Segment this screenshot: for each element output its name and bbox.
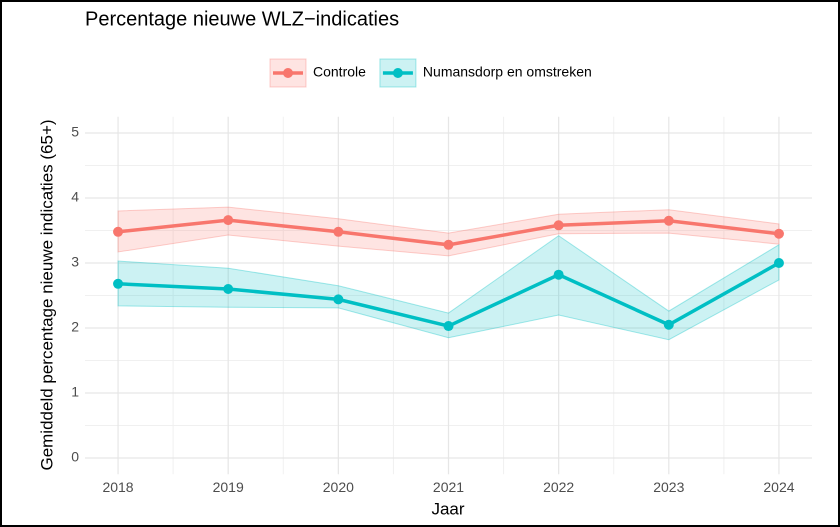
- point: [443, 239, 454, 250]
- y-tick-label: 1: [71, 384, 79, 400]
- x-tick-label: 2024: [763, 479, 794, 495]
- point: [113, 226, 124, 237]
- y-tick-label: 4: [71, 189, 79, 205]
- x-tick-label: 2023: [653, 479, 684, 495]
- x-tick-label: 2022: [543, 479, 574, 495]
- point: [663, 319, 674, 330]
- ribbon: [117, 235, 780, 341]
- point: [443, 321, 454, 332]
- x-tick-label: 2018: [102, 479, 133, 495]
- y-tick-label: 3: [71, 254, 79, 270]
- x-axis-label: Jaar: [431, 499, 464, 518]
- point: [663, 215, 674, 226]
- point: [333, 226, 344, 237]
- legend-label: Numansdorp en omstreken: [423, 64, 592, 80]
- y-tick-label: 5: [71, 124, 79, 140]
- point: [333, 294, 344, 305]
- x-tick-label: 2021: [433, 479, 464, 495]
- legend-key-point: [392, 68, 403, 78]
- point: [113, 278, 124, 289]
- y-axis-label: Gemiddeld percentage nieuwe indicaties (…: [37, 119, 56, 470]
- point: [223, 284, 234, 294]
- x-tick-label: 2020: [323, 479, 354, 495]
- y-tick-label: 0: [71, 449, 79, 465]
- point: [223, 215, 234, 226]
- legend-key-point: [283, 68, 293, 78]
- point: [773, 258, 784, 268]
- ribbon: [117, 206, 780, 257]
- y-tick-label: 2: [71, 319, 79, 335]
- point: [553, 269, 564, 280]
- point: [553, 220, 564, 231]
- chart-title: Percentage nieuwe WLZ−indicaties: [85, 8, 399, 30]
- legend-label: Controle: [313, 64, 366, 80]
- x-tick-label: 2019: [213, 479, 244, 495]
- point: [773, 228, 784, 239]
